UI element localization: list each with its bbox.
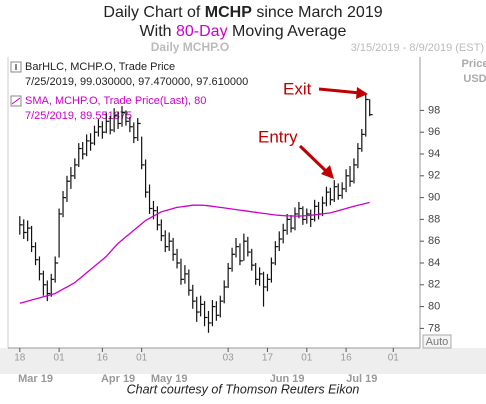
y-tick-label: 98 xyxy=(428,104,440,116)
y-tick-label: 80 xyxy=(428,300,440,312)
x-tick-label: 01 xyxy=(54,353,66,364)
exit-arrow xyxy=(318,87,361,95)
legend-text: 7/25/2019, 99.030000, 97.470000, 97.6100… xyxy=(25,76,248,88)
price-axis-area xyxy=(420,56,486,348)
x-tick-label: 03 xyxy=(223,353,235,364)
chart-title: Daily Chart of MCHP since March 2019 xyxy=(103,4,382,21)
y-tick-label: 78 xyxy=(428,322,440,334)
title-text: Daily Chart of xyxy=(103,4,204,21)
subtitle-text: Moving Average xyxy=(228,23,347,40)
entry-arrow xyxy=(298,144,329,174)
y-tick-label: 84 xyxy=(428,257,440,269)
chart-subtitle: With 80-Day Moving Average xyxy=(140,23,347,40)
x-tick-label: 17 xyxy=(262,353,274,364)
y-tick-label: 82 xyxy=(428,279,440,291)
legend: BarHLC, MCHP.O, Trade Price 7/25/2019, 9… xyxy=(10,61,248,122)
x-tick-label: 16 xyxy=(97,353,109,364)
exit-annotation: Exit xyxy=(283,79,312,98)
axis-label: USD xyxy=(463,73,486,85)
y-tick-label: 96 xyxy=(428,126,440,138)
x-tick-label: 01 xyxy=(388,353,400,364)
title-text: since March 2019 xyxy=(252,4,383,21)
title-ticker: MCHP xyxy=(205,4,252,21)
y-tick-label: 86 xyxy=(428,235,440,247)
month-label: Jul 19 xyxy=(346,373,377,385)
y-tick-label: 94 xyxy=(428,148,440,160)
legend-text: SMA, MCHP.O, Trade Price(Last), 80 xyxy=(25,95,206,107)
time-axis-area xyxy=(0,348,486,374)
legend-text: 7/25/2019, 89.551875 xyxy=(25,110,132,122)
x-tick-label: 01 xyxy=(136,353,148,364)
axis-label: Price xyxy=(462,58,486,70)
x-tick-label: 18 xyxy=(14,353,26,364)
month-label: Jun 19 xyxy=(270,373,305,385)
credit: Chart courtesy of Thomson Reuters Eikon xyxy=(127,382,360,396)
symbol-watermark: Daily MCHP.O xyxy=(151,40,229,54)
entry-arrowhead xyxy=(321,165,334,179)
auto-button[interactable] xyxy=(422,334,452,349)
month-label: Apr 19 xyxy=(101,373,135,385)
x-tick-label: 01 xyxy=(301,353,313,364)
legend-icon xyxy=(11,97,21,105)
sma-line xyxy=(19,201,370,304)
auto-button-label[interactable]: Auto xyxy=(426,336,449,348)
exit-arrowhead xyxy=(356,87,368,99)
legend-text: BarHLC, MCHP.O, Trade Price xyxy=(25,61,175,73)
date-range: 3/15/2019 - 8/9/2019 (EST) xyxy=(351,42,484,54)
y-tick-label: 88 xyxy=(428,213,440,225)
y-tick-label: 92 xyxy=(428,170,440,182)
subtitle-highlight: 80-Day xyxy=(176,23,228,40)
month-label: Mar 19 xyxy=(18,373,53,385)
y-tick-label: 90 xyxy=(428,192,440,204)
x-tick-label: 16 xyxy=(341,353,353,364)
entry-annotation: Entry xyxy=(258,127,298,146)
month-label: May 19 xyxy=(151,373,188,385)
subtitle-text: With xyxy=(140,23,176,40)
